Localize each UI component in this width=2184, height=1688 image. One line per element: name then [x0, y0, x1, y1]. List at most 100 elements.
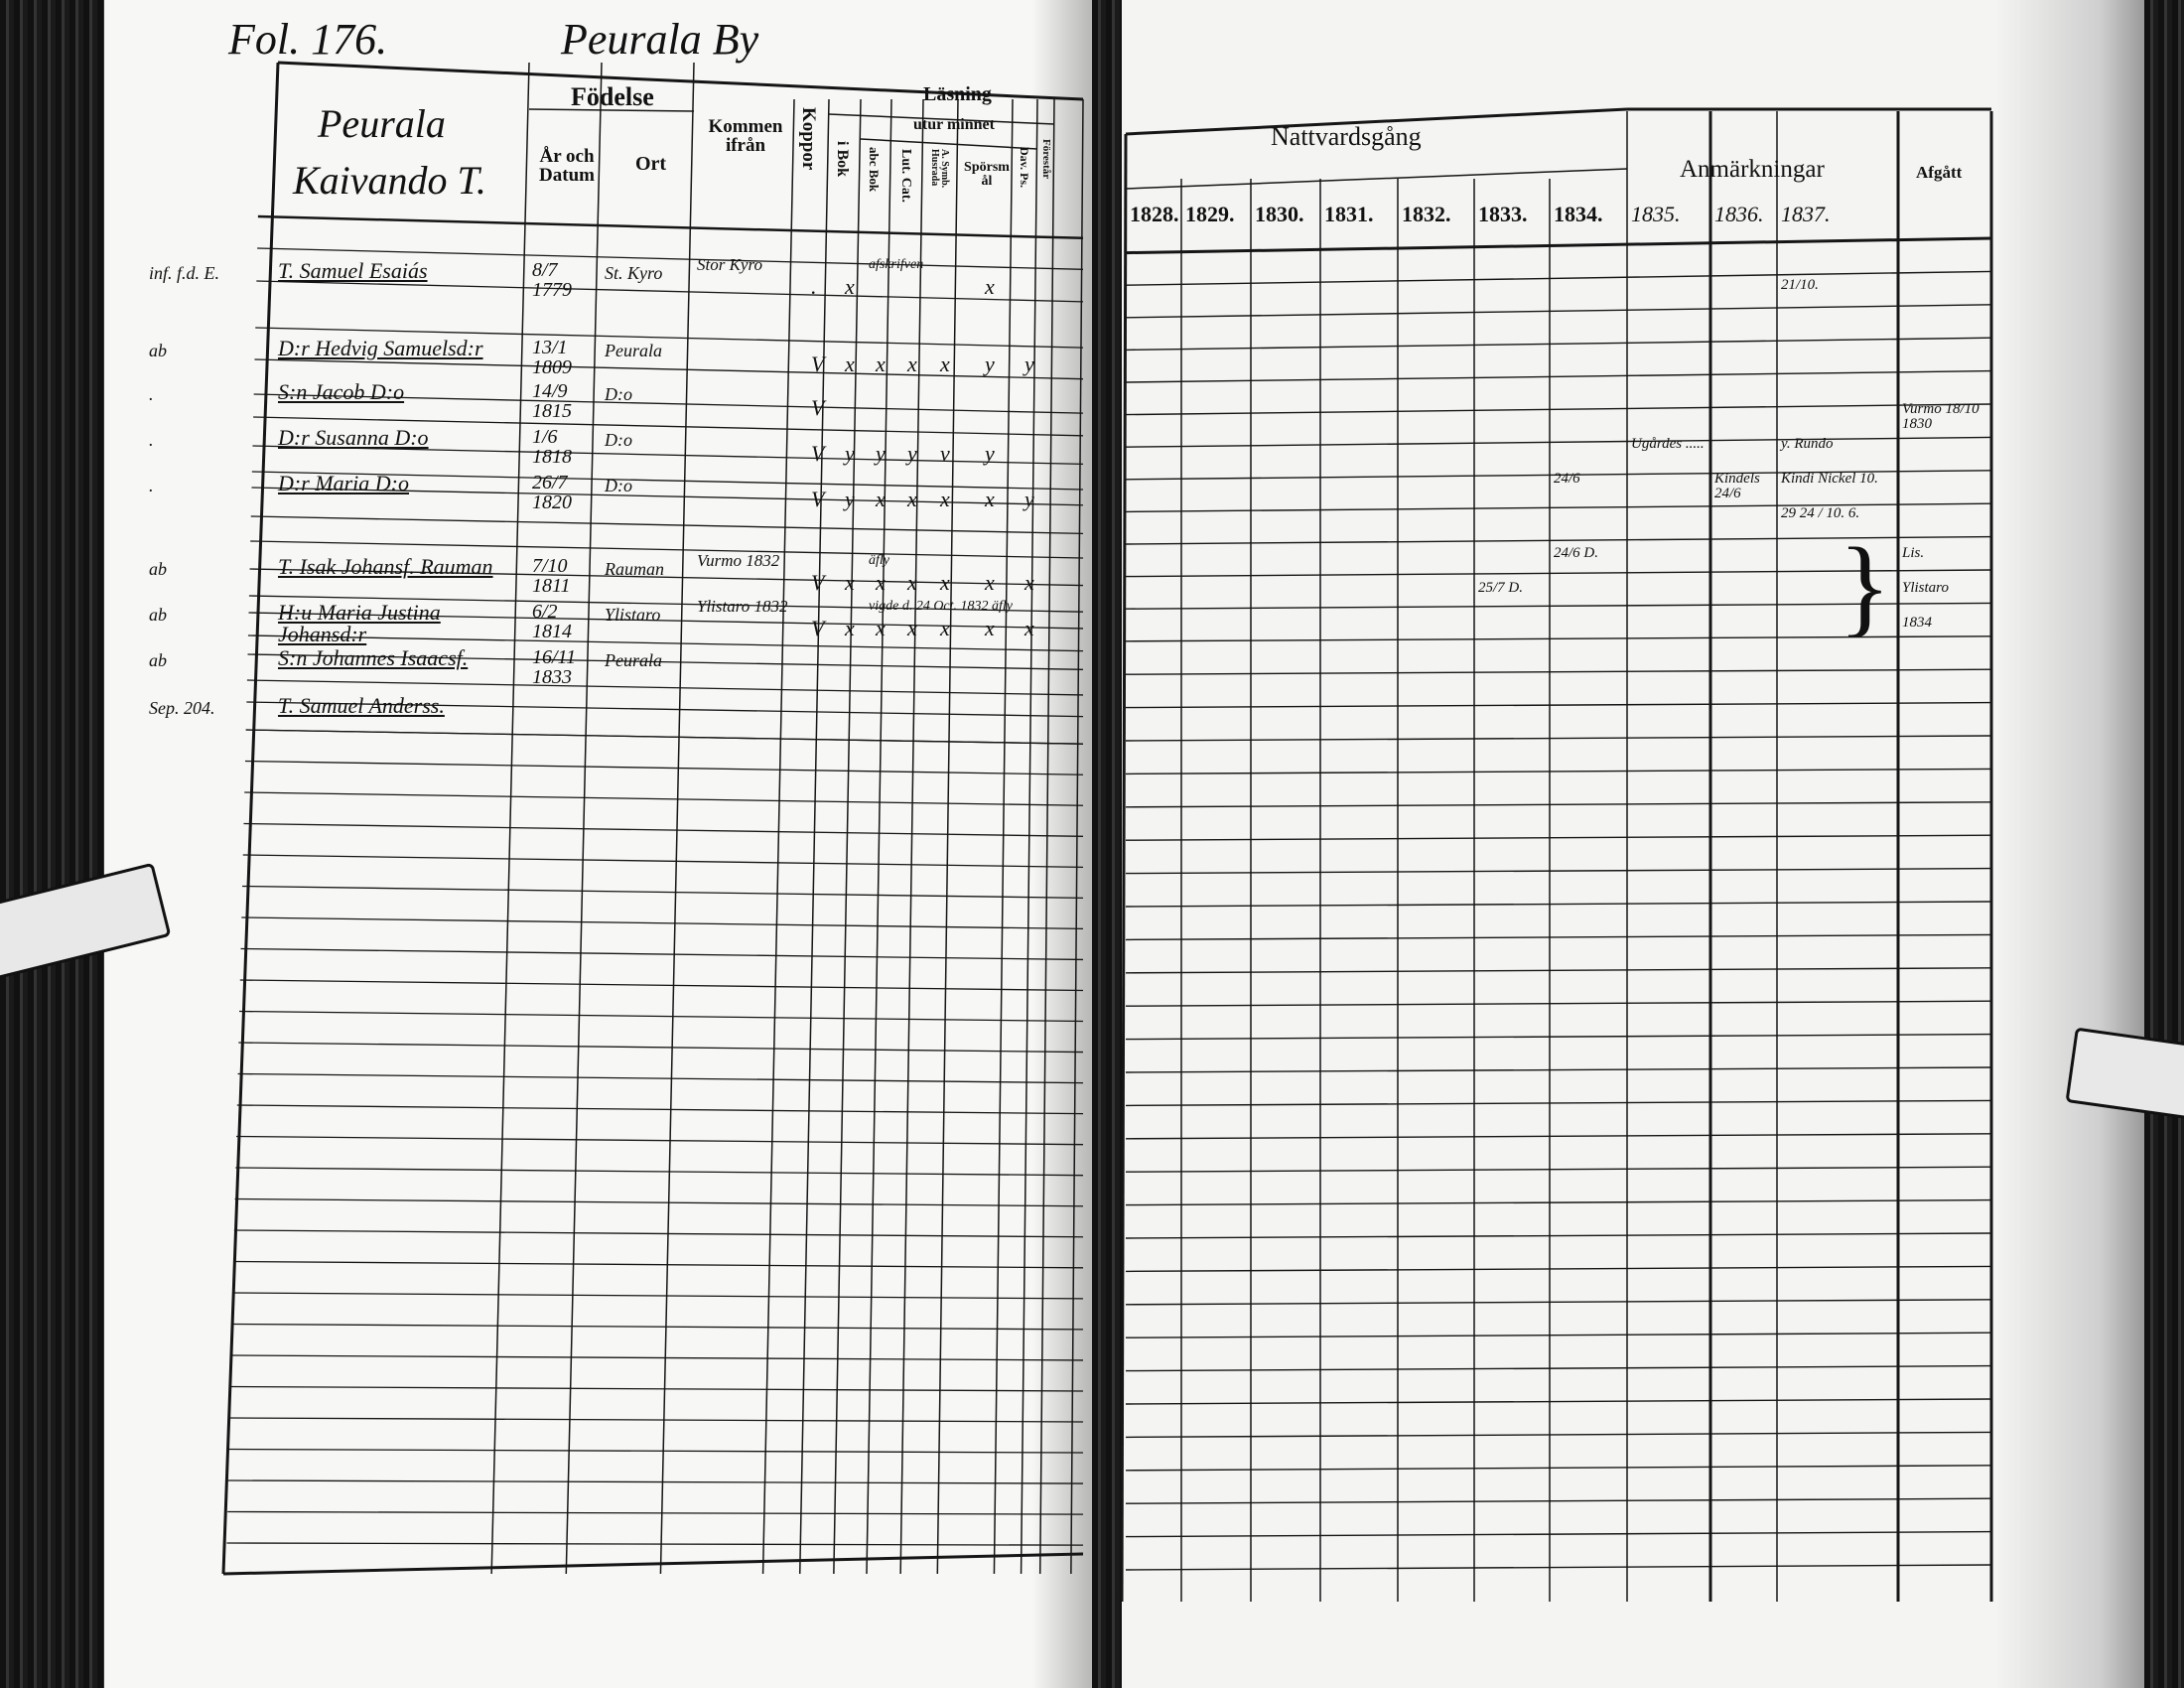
row-line	[251, 471, 1084, 491]
row-line	[235, 1167, 1084, 1177]
header-kommen-ifran: Kommen ifrån	[708, 116, 783, 156]
header-dav-ps: Dav. Ps.	[1018, 147, 1031, 189]
lasning-mark: .	[811, 274, 817, 299]
lasning-mark: x	[985, 274, 995, 299]
annotation: 24/6 D.	[1554, 545, 1598, 561]
entry-birth-date: 16/11 1833	[532, 646, 577, 688]
village-name: Peurala By	[561, 15, 759, 64]
row-line	[1125, 1265, 1992, 1273]
entry-birth-date: 1/6 1818	[532, 426, 572, 468]
row-line	[1125, 270, 1992, 286]
lasning-mark: V	[811, 487, 825, 511]
row-line	[1125, 1099, 1992, 1107]
header-ar-och-datum: År och Datum	[539, 146, 595, 186]
row-line	[246, 701, 1084, 718]
lasning-mark: x	[845, 570, 855, 595]
row-line	[1125, 1364, 1992, 1372]
page-edge-shadow	[1995, 0, 2144, 1688]
header-anmarkningar: Anmärkningar	[1680, 156, 1825, 183]
annotation: 21/10.	[1781, 277, 1819, 293]
row-line	[244, 791, 1084, 806]
lasning-mark: V	[811, 441, 825, 466]
entry-came-from: Stor Kyro	[697, 255, 762, 274]
row-line	[253, 393, 1084, 414]
entry-birth-date: 14/9 1815	[532, 380, 572, 422]
column-line	[1038, 98, 1055, 1575]
row-line	[1125, 1332, 1992, 1338]
lasning-mark: x	[940, 570, 950, 595]
row-line	[1125, 1398, 1992, 1405]
table-top-border	[1125, 107, 1628, 136]
lasning-mark: y	[907, 441, 917, 466]
household-heading-2: Kaivando T.	[293, 158, 486, 203]
row-line	[1125, 834, 1992, 841]
right-page	[1122, 0, 2144, 1688]
row-line	[1125, 867, 1992, 875]
column-line	[798, 98, 830, 1575]
entry-prefix: ab	[149, 605, 167, 625]
row-line	[250, 540, 1084, 559]
lasning-mark: V	[811, 395, 825, 420]
row-line	[1125, 236, 1992, 255]
row-line	[231, 1323, 1084, 1331]
column-line	[659, 62, 695, 1575]
entry-prefix: ab	[149, 341, 167, 360]
lasning-mark: y	[1024, 352, 1034, 376]
row-line	[248, 612, 1084, 630]
row-line	[239, 979, 1084, 992]
row-line	[233, 1260, 1084, 1269]
entry-birth-date: 13/1 1809	[532, 337, 572, 378]
row-line	[1125, 470, 1992, 481]
book-edge-right	[2144, 0, 2184, 1688]
lasning-mark: x	[985, 570, 995, 595]
row-line	[252, 445, 1084, 466]
lasning-mark: x	[1024, 616, 1034, 640]
table-bottom-border	[222, 1552, 1084, 1576]
entry-note: äfly	[869, 553, 889, 568]
row-line	[1125, 933, 1992, 941]
entry-name: S:n Johannes Isaacsf.	[278, 645, 469, 670]
row-line	[1125, 768, 1992, 775]
row-line	[241, 885, 1084, 900]
header-abc-bok: abc Bok	[867, 147, 882, 193]
row-line	[241, 916, 1084, 930]
row-line	[232, 1292, 1084, 1300]
row-line	[226, 1542, 1084, 1546]
lasning-mark: y	[985, 441, 995, 466]
row-line	[251, 487, 1084, 506]
entry-birth-place: Peurala	[605, 650, 662, 670]
row-line	[230, 1385, 1084, 1392]
utur-minnet-divider	[860, 138, 1038, 150]
annotation: 1834	[1902, 615, 1932, 631]
lasning-mark: y	[985, 352, 995, 376]
entry-name: D:r Susanna D:o	[278, 425, 429, 450]
row-line	[1125, 1166, 1992, 1173]
row-line	[1125, 1198, 1992, 1206]
table-top-border	[277, 61, 1084, 101]
row-line	[236, 1135, 1084, 1146]
entry-name: T. Samuel Esaiás	[278, 258, 428, 283]
row-line	[253, 416, 1084, 437]
annotation: Ylistaro	[1902, 580, 1949, 596]
row-line	[1125, 701, 1992, 709]
annotation: 25/7 D.	[1478, 580, 1523, 596]
bracket: }	[1839, 525, 1891, 646]
lasning-mark: x	[907, 616, 917, 640]
entry-name: T. Isak Johansf. Rauman	[278, 554, 493, 579]
row-line	[227, 1510, 1084, 1515]
row-line	[1125, 337, 1992, 352]
lasning-mark: x	[907, 570, 917, 595]
row-line	[257, 214, 1084, 240]
column-line	[221, 62, 280, 1575]
lasning-divider	[828, 113, 1055, 125]
header-i-bok: i Bok	[834, 141, 851, 178]
year-header: 1834.	[1554, 202, 1603, 226]
row-line	[1125, 801, 1992, 808]
row-line	[1125, 1066, 1992, 1073]
column-line	[761, 98, 795, 1575]
entry-birth-date: 7/10 1811	[532, 555, 571, 597]
annotation: Ugårdes .....	[1631, 436, 1705, 452]
row-line	[233, 1229, 1084, 1238]
year-header: 1835.	[1631, 202, 1681, 226]
entry-birth-place: D:o	[605, 476, 632, 495]
